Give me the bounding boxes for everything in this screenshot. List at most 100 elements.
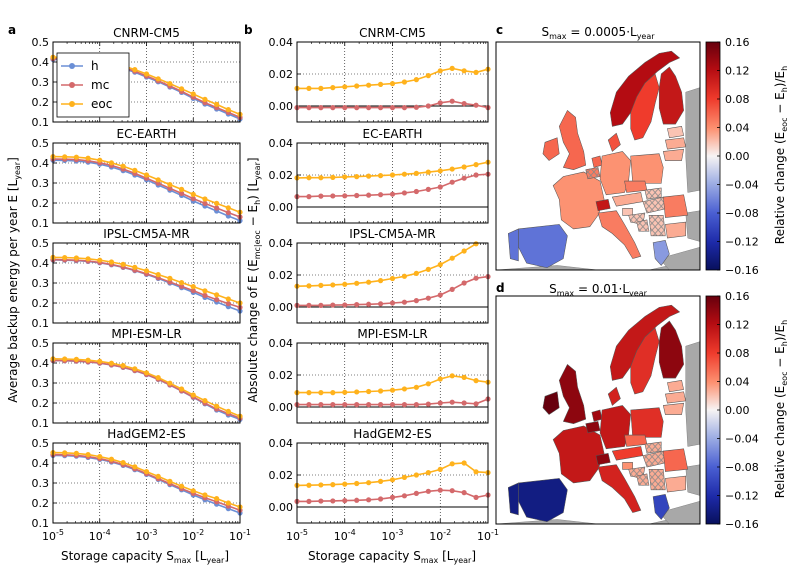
b-point-eoc bbox=[461, 460, 467, 466]
country-slovenia bbox=[622, 208, 633, 216]
a-point-eoc bbox=[85, 452, 91, 458]
b-point-eoc bbox=[449, 65, 455, 71]
b-point-mc bbox=[473, 275, 479, 281]
b-point-eoc bbox=[342, 481, 348, 487]
cb-d-tick-label: −0.08 bbox=[725, 461, 759, 474]
b-point-eoc bbox=[401, 474, 408, 480]
a-point-eoc bbox=[108, 160, 115, 166]
a-point-eoc bbox=[62, 255, 68, 261]
a-ytick-label: 0.5 bbox=[32, 137, 50, 150]
legend-label-h: h bbox=[91, 59, 99, 73]
a-subplot-0: CNRM-CM5 0.1 0.2 0.3 0.4 0.5 bbox=[32, 26, 243, 129]
b-point-mc bbox=[449, 179, 455, 185]
cb-d-tick-label: −0.04 bbox=[725, 433, 759, 446]
a-subplot-title: MPI-ESM-LR bbox=[111, 327, 181, 341]
b-point-mc bbox=[425, 488, 431, 494]
a-point-eoc bbox=[155, 473, 161, 479]
a-point-eoc bbox=[214, 292, 220, 298]
a-point-eoc bbox=[202, 288, 208, 294]
cb-d-tick-label: −0.12 bbox=[725, 490, 759, 503]
cb-c-tick-label: 0.08 bbox=[725, 93, 750, 106]
b-point-eoc bbox=[473, 162, 479, 168]
panel-label-a: a bbox=[8, 23, 16, 37]
a-axes-frame bbox=[52, 142, 241, 224]
a-ytick-label: 0.3 bbox=[32, 76, 50, 89]
b-point-mc bbox=[389, 300, 396, 306]
b-point-eoc bbox=[401, 386, 408, 392]
a-point-eoc bbox=[132, 67, 138, 73]
a-ytick-label: 0.2 bbox=[32, 96, 50, 109]
panel-a-charts: CNRM-CM5 0.1 0.2 0.3 0.4 0.5 EC-EARTH 0.1 0.2 0.3… bbox=[32, 26, 251, 543]
a-point-eoc bbox=[167, 182, 173, 188]
b-point-eoc bbox=[425, 470, 431, 476]
b-point-eoc bbox=[377, 173, 384, 179]
colorbar-d: 0.16 0.12 0.08 0.04 0.00 −0.04 −0.08 −0.12 −0.16 bbox=[705, 290, 759, 531]
b-ytick-label: 0.00 bbox=[269, 501, 294, 514]
country-greece bbox=[652, 494, 670, 520]
b-point-eoc bbox=[425, 169, 431, 175]
cb-c-tick-label: −0.04 bbox=[725, 179, 759, 192]
b-point-eoc bbox=[306, 283, 312, 289]
b-point-eoc bbox=[437, 376, 443, 382]
a-point-eoc bbox=[214, 403, 220, 409]
b-point-mc bbox=[318, 498, 324, 504]
b-point-eoc bbox=[401, 79, 408, 85]
b-point-eoc bbox=[437, 68, 443, 74]
a-ytick-label: 0.4 bbox=[32, 457, 50, 470]
a-point-mc bbox=[225, 301, 231, 307]
a-point-eoc bbox=[167, 81, 173, 87]
country-czech-republic bbox=[624, 434, 648, 447]
country-lithuania bbox=[662, 148, 684, 161]
b-point-mc bbox=[330, 193, 336, 199]
a-point-eoc bbox=[120, 460, 126, 466]
b-point-mc bbox=[389, 494, 396, 500]
hatch-hungary bbox=[642, 451, 668, 467]
panel-a-ylabel: Average backup energy per year E [Lyear] bbox=[6, 157, 22, 403]
b-point-mc bbox=[306, 402, 312, 408]
cb-d-tick-label: 0.16 bbox=[725, 290, 750, 303]
b-point-eoc bbox=[461, 68, 467, 74]
country-romania bbox=[662, 194, 689, 218]
a-point-eoc bbox=[97, 454, 103, 460]
hatch-belgium bbox=[585, 167, 601, 179]
panel-b-xlabel: Storage capacity Smax [Lyear] bbox=[308, 549, 476, 565]
b-point-eoc bbox=[449, 373, 455, 379]
b-point-mc bbox=[413, 490, 419, 496]
b-point-mc bbox=[377, 192, 384, 198]
cb-c-tick-label: −0.12 bbox=[725, 236, 759, 249]
a-point-mc bbox=[190, 288, 196, 294]
b-ytick-label: 0.00 bbox=[269, 100, 294, 113]
b-point-mc bbox=[473, 494, 479, 500]
b-point-eoc bbox=[473, 469, 479, 475]
a-point-eoc bbox=[178, 483, 185, 489]
map-c bbox=[495, 41, 701, 271]
country-portugal bbox=[507, 228, 519, 262]
a-ytick-label: 0.1 bbox=[32, 417, 50, 430]
a-subplot-title: EC-EARTH bbox=[117, 127, 177, 141]
b-xtick-label: 10-3 bbox=[382, 528, 404, 543]
a-point-eoc bbox=[108, 456, 115, 462]
b-point-eoc bbox=[473, 69, 479, 75]
b-point-eoc bbox=[306, 85, 312, 91]
b-point-eoc bbox=[330, 282, 336, 288]
b-point-eoc bbox=[330, 390, 336, 396]
a-point-eoc bbox=[202, 196, 208, 202]
colorbar-c: 0.16 0.12 0.08 0.04 0.00 −0.04 −0.08 −0.12 −0.16 bbox=[705, 36, 759, 277]
b-point-eoc bbox=[389, 275, 396, 282]
b-point-mc bbox=[425, 103, 431, 109]
panel-label-b: b bbox=[244, 23, 253, 37]
a-series-h bbox=[52, 159, 241, 222]
b-point-mc bbox=[425, 186, 431, 192]
b-point-eoc bbox=[473, 378, 479, 384]
b-point-mc bbox=[437, 292, 443, 298]
a-point-eoc bbox=[120, 163, 126, 169]
a-point-eoc bbox=[155, 177, 161, 183]
b-point-mc bbox=[366, 192, 372, 198]
b-point-eoc bbox=[318, 390, 324, 396]
b-point-eoc bbox=[366, 82, 372, 88]
b-point-eoc bbox=[366, 388, 372, 395]
b-subplot-title: HadGEM2-ES bbox=[353, 427, 431, 441]
country-portugal bbox=[507, 482, 519, 516]
a-point-eoc bbox=[62, 450, 68, 456]
b-point-eoc bbox=[354, 480, 360, 487]
